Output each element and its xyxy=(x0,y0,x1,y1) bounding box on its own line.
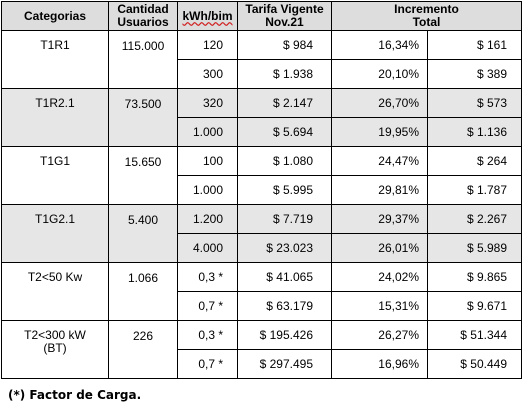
header-tarifa-vigente-line2: Nov.21 xyxy=(265,15,304,29)
tarifa-cell: $ 1.080 xyxy=(237,146,332,176)
amount-cell: $ 1.787 xyxy=(427,175,522,205)
users-cell: 1.066 xyxy=(108,262,178,321)
users-cell: 226 xyxy=(108,320,178,379)
tarifa-cell: $ 5.995 xyxy=(237,175,332,205)
kwh-cell: 100 xyxy=(177,146,238,176)
table-row: T2<50 Kw 1.066 0,3 * $ 41.065 24,02% $ 9.865 xyxy=(1,262,522,321)
header-cantidad-usuarios: Cantidad Usuarios xyxy=(108,1,178,31)
kwh-cell: 1.200 xyxy=(177,204,238,234)
tarifa-cell: $ 23.023 xyxy=(237,233,332,263)
tarifa-cell: $ 41.065 xyxy=(237,262,332,292)
tarifa-cell: $ 2.147 xyxy=(237,88,332,118)
category-cell: T2<50 Kw xyxy=(1,262,109,321)
category-cell: T1G1 xyxy=(1,146,109,205)
tarifa-cell: $ 1.938 xyxy=(237,59,332,89)
header-cantidad-usuarios-line2: Usuarios xyxy=(117,15,169,29)
header-tarifa-vigente-line1: Tarifa Vigente xyxy=(245,2,324,16)
amount-cell: $ 161 xyxy=(427,30,522,60)
amount-cell: $ 573 xyxy=(427,88,522,118)
category-label: T2<50 Kw xyxy=(27,270,83,284)
table-row: T1G2.1 5.400 1.200 $ 7.719 29,37% $ 2.267 xyxy=(1,204,522,263)
percent-cell: 26,70% xyxy=(331,88,428,118)
tarifa-cell: $ 63.179 xyxy=(237,291,332,321)
header-incremento-total: Incremento Total xyxy=(331,1,522,31)
header-incremento-total-line2: Total xyxy=(412,15,441,29)
users-cell: 73.500 xyxy=(108,88,178,147)
table-row: 0,7 * $ 297.495 16,96% $ 50.449 xyxy=(2,349,522,379)
tarifa-cell: $ 984 xyxy=(237,30,332,60)
table-row: 4.000 $ 23.023 26,01% $ 5.989 xyxy=(2,233,522,263)
percent-cell: 20,10% xyxy=(331,59,428,89)
table-row: 1.000 $ 5.995 29,81% $ 1.787 xyxy=(2,175,522,205)
category-label: T2<300 kW xyxy=(24,328,86,342)
tarifa-cell: $ 195.426 xyxy=(237,320,332,350)
tariff-table: Categorias Cantidad Usuarios kWh/bim Tar… xyxy=(1,1,522,379)
tarifa-cell: $ 297.495 xyxy=(237,349,332,379)
users-cell: 115.000 xyxy=(108,30,178,89)
category-cell: T1R1 xyxy=(1,30,109,89)
kwh-cell: 0,3 * xyxy=(177,262,238,292)
amount-cell: $ 389 xyxy=(427,59,522,89)
table-body: T1R1 115.000 120 $ 984 16,34% $ 161 300 $ 1.938… xyxy=(1,30,522,379)
kwh-cell: 0,3 * xyxy=(177,320,238,350)
percent-cell: 16,34% xyxy=(331,30,428,60)
percent-cell: 15,31% xyxy=(331,291,428,321)
category-cell: T2<300 kW (BT) xyxy=(1,320,109,379)
category-label: (BT) xyxy=(43,341,67,355)
percent-cell: 16,96% xyxy=(331,349,428,379)
percent-cell: 24,02% xyxy=(331,262,428,292)
percent-cell: 19,95% xyxy=(331,117,428,147)
percent-cell: 26,27% xyxy=(331,320,428,350)
header-row: Categorias Cantidad Usuarios kWh/bim Tar… xyxy=(1,1,522,31)
amount-cell: $ 1.136 xyxy=(427,117,522,147)
footnote: (*) Factor de Carga. xyxy=(8,388,142,402)
kwh-cell: 0,7 * xyxy=(177,291,238,321)
amount-cell: $ 9.865 xyxy=(427,262,522,292)
tarifa-cell: $ 7.719 xyxy=(237,204,332,234)
table-row: T1R2.1 73.500 320 $ 2.147 26,70% $ 573 xyxy=(1,88,522,147)
category-cell: T1G2.1 xyxy=(1,204,109,263)
percent-cell: 26,01% xyxy=(331,233,428,263)
table-row: 1.000 $ 5.694 19,95% $ 1.136 xyxy=(2,117,522,147)
users-cell: 5.400 xyxy=(108,204,178,263)
amount-cell: $ 9.671 xyxy=(427,291,522,321)
category-label: T1G2.1 xyxy=(34,212,76,226)
percent-cell: 29,37% xyxy=(331,204,428,234)
amount-cell: $ 5.989 xyxy=(427,233,522,263)
kwh-cell: 1.000 xyxy=(177,117,238,147)
header-cantidad-usuarios-line1: Cantidad xyxy=(117,2,169,16)
percent-cell: 24,47% xyxy=(331,146,428,176)
kwh-cell: 0,7 * xyxy=(177,349,238,379)
kwh-cell: 120 xyxy=(177,30,238,60)
header-categorias: Categorias xyxy=(1,1,109,31)
table-row: 0,7 * $ 63.179 15,31% $ 9.671 xyxy=(2,291,522,321)
kwh-cell: 4.000 xyxy=(177,233,238,263)
header-tarifa-vigente: Tarifa Vigente Nov.21 xyxy=(237,1,332,31)
kwh-cell: 320 xyxy=(177,88,238,118)
table-row: T1G1 15.650 100 $ 1.080 24,47% $ 264 xyxy=(1,146,522,205)
header-kwh-bim: kWh/bim xyxy=(177,1,238,31)
amount-cell: $ 50.449 xyxy=(427,349,522,379)
category-label: T1G1 xyxy=(39,154,70,168)
table-row: 300 $ 1.938 20,10% $ 389 xyxy=(2,59,522,89)
users-cell: 15.650 xyxy=(108,146,178,205)
kwh-cell: 300 xyxy=(177,59,238,89)
table-row: T2<300 kW (BT) 226 0,3 * $ 195.426 26,27% $ 51… xyxy=(1,320,522,379)
category-cell: T1R2.1 xyxy=(1,88,109,147)
header-incremento-total-line1: Incremento xyxy=(394,2,459,16)
category-label: T1R2.1 xyxy=(35,96,75,110)
amount-cell: $ 2.267 xyxy=(427,204,522,234)
percent-cell: 29,81% xyxy=(331,175,428,205)
amount-cell: $ 51.344 xyxy=(427,320,522,350)
tarifa-cell: $ 5.694 xyxy=(237,117,332,147)
table-row: T1R1 115.000 120 $ 984 16,34% $ 161 xyxy=(1,30,522,89)
amount-cell: $ 264 xyxy=(427,146,522,176)
kwh-cell: 1.000 xyxy=(177,175,238,205)
category-label: T1R1 xyxy=(40,38,70,52)
